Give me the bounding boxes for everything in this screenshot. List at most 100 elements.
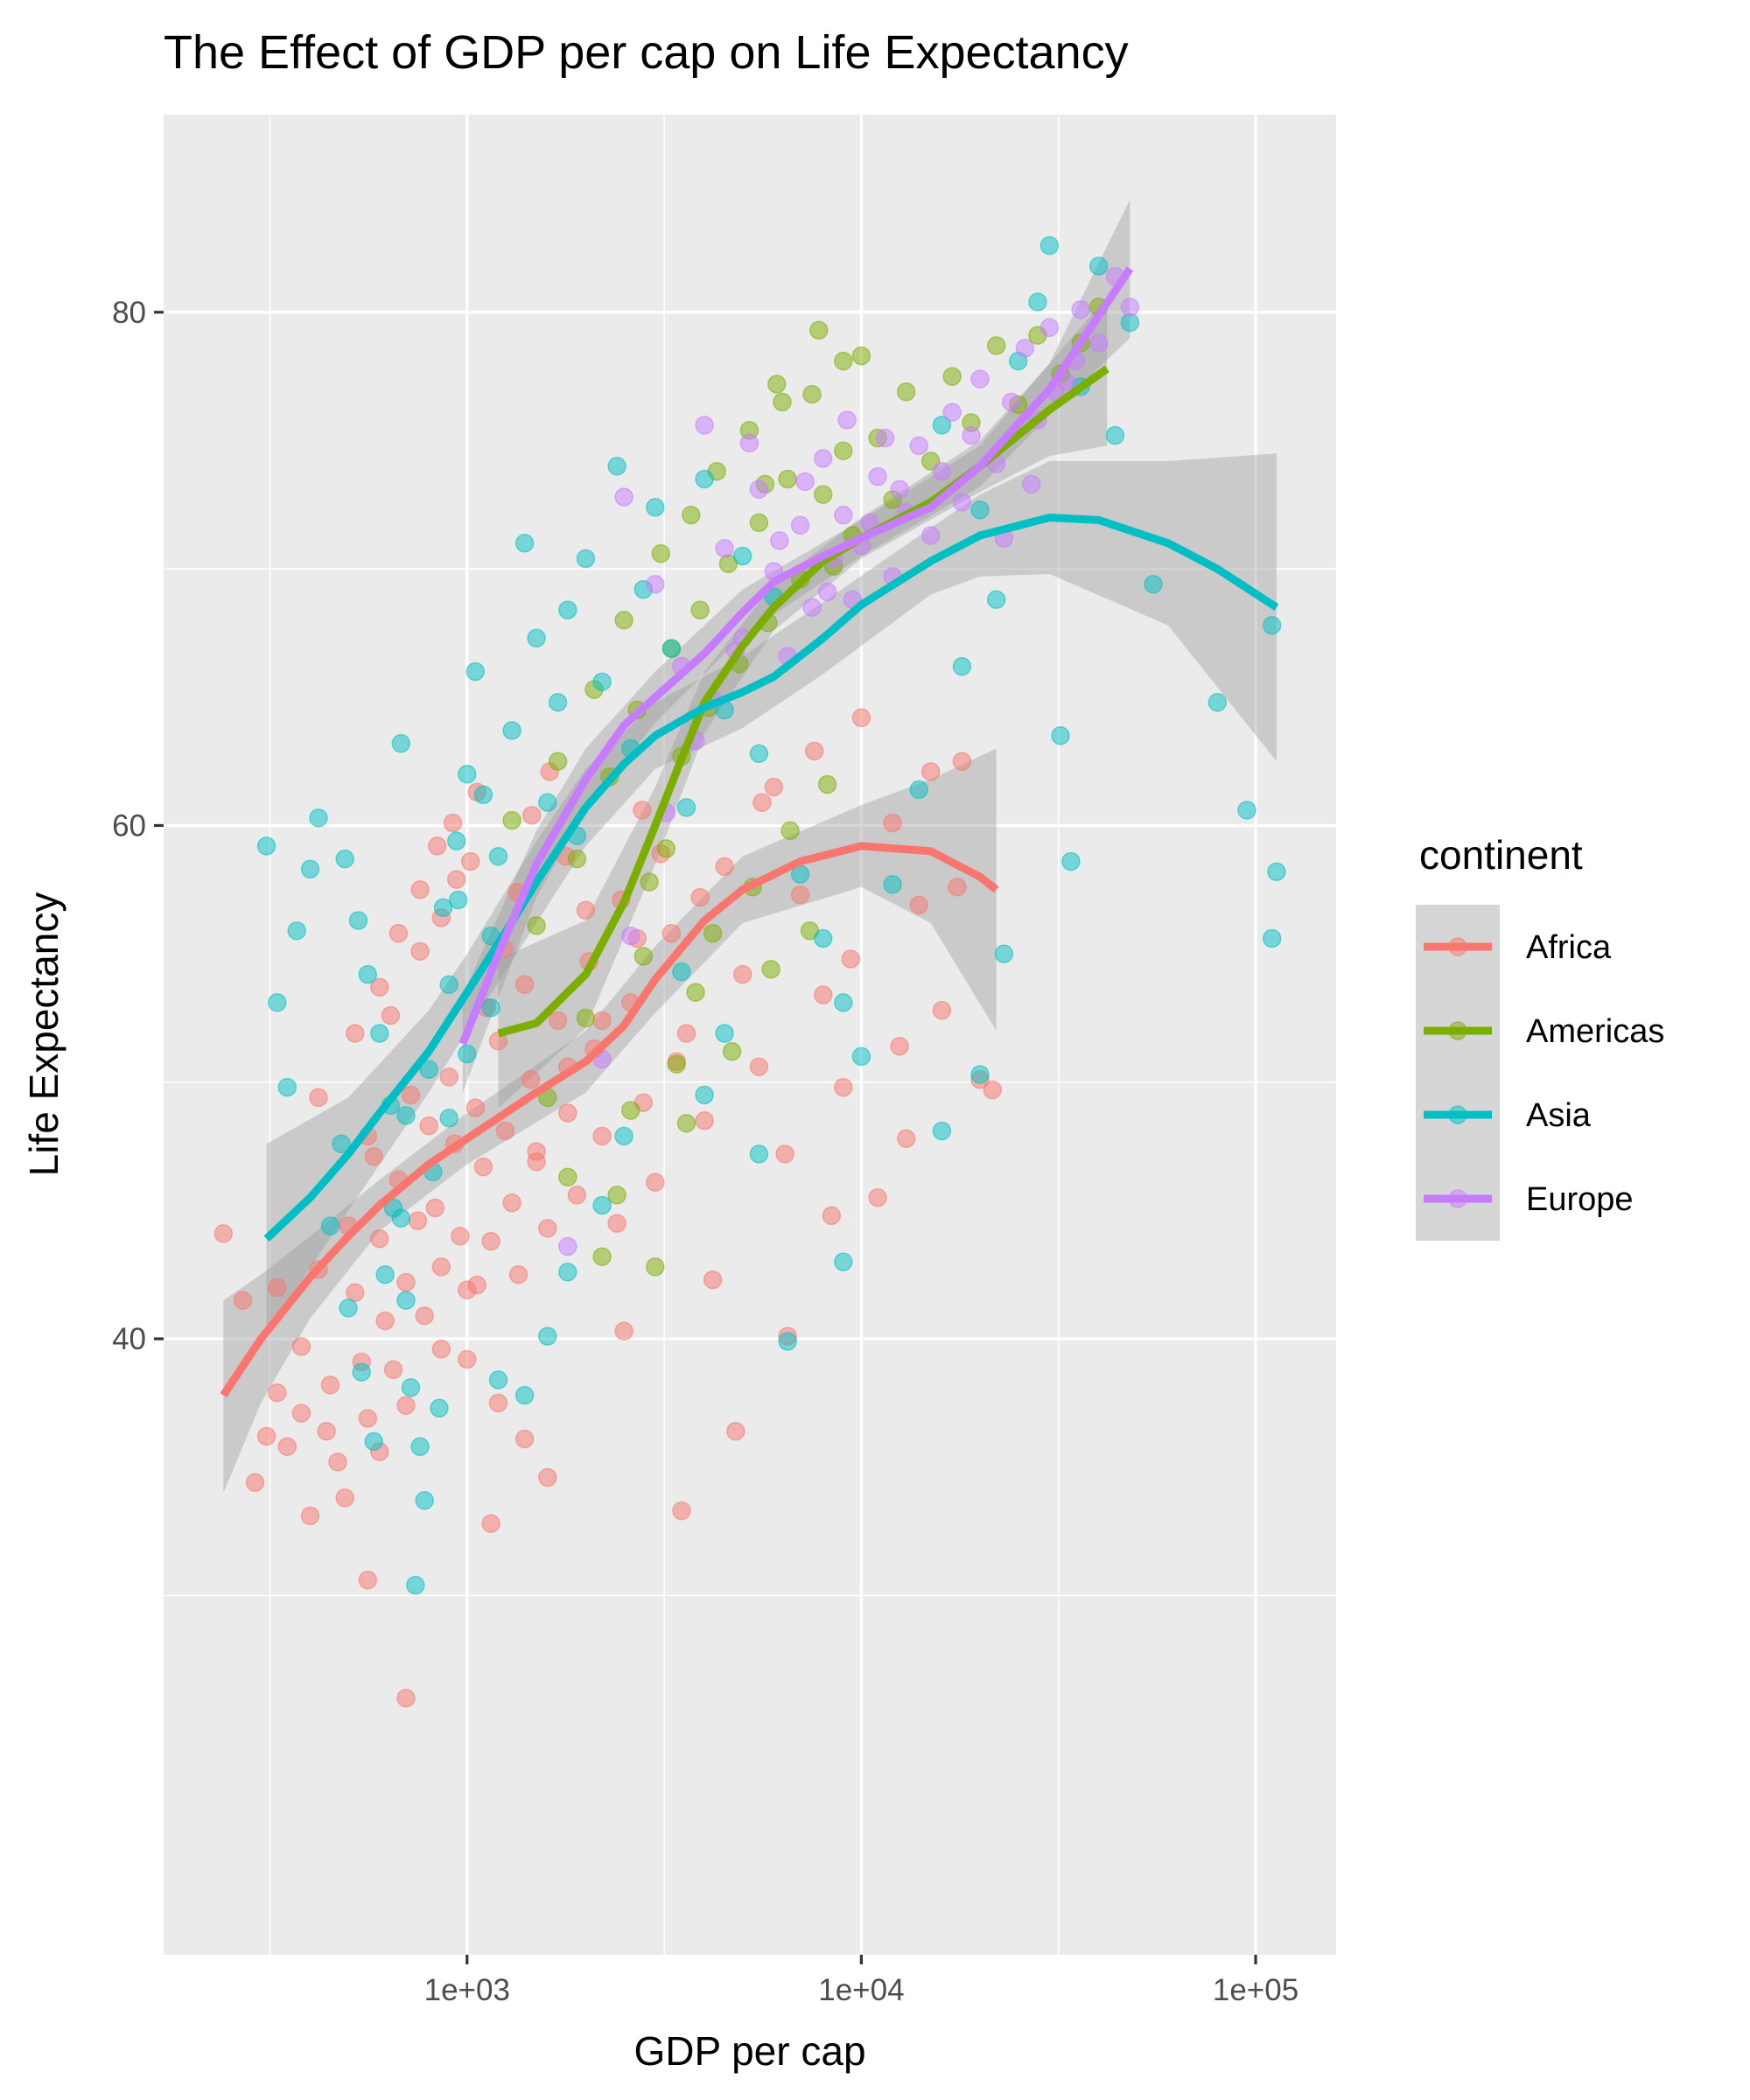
point-africa	[633, 801, 652, 820]
legend-key-point-europe	[1448, 1189, 1467, 1208]
point-africa	[256, 1426, 276, 1446]
point-africa	[408, 1211, 428, 1230]
point-asia	[715, 1024, 734, 1043]
point-africa	[752, 793, 772, 812]
point-africa	[451, 1226, 470, 1246]
point-europe	[795, 472, 815, 492]
point-asia	[396, 1106, 416, 1125]
point-africa	[381, 1005, 401, 1026]
y-axis-title: Life Expectancy	[21, 892, 66, 1177]
point-africa	[676, 1024, 696, 1043]
point-asia	[614, 1126, 634, 1146]
point-africa	[948, 878, 967, 897]
point-americas	[607, 1186, 626, 1205]
point-africa	[502, 1193, 522, 1213]
point-americas	[778, 469, 797, 489]
minor-gridlines	[164, 115, 1336, 1955]
point-africa	[364, 1147, 383, 1166]
point-europe	[790, 515, 810, 536]
point-americas	[527, 916, 546, 935]
point-americas	[640, 872, 659, 892]
point-africa	[396, 1688, 416, 1708]
point-europe	[1071, 300, 1090, 319]
point-asia	[607, 457, 626, 476]
point-africa	[401, 1085, 421, 1105]
legend-keys: Africa Americas Asia Europe	[1416, 905, 1664, 1241]
point-asia	[970, 1065, 990, 1084]
point-africa	[614, 1321, 634, 1341]
point-asia	[1267, 862, 1286, 882]
point-asia	[488, 846, 508, 866]
point-africa	[822, 1206, 842, 1226]
point-asia	[778, 1332, 797, 1351]
point-asia	[952, 656, 972, 676]
point-africa	[909, 895, 928, 915]
point-africa	[567, 1186, 587, 1205]
point-africa	[576, 900, 596, 920]
point-africa	[508, 1264, 528, 1284]
point-africa	[346, 1283, 365, 1303]
point-africa	[375, 1311, 395, 1331]
point-asia	[488, 1370, 508, 1390]
point-africa	[268, 1382, 287, 1403]
point-americas	[558, 1167, 578, 1187]
point-europe	[695, 416, 714, 435]
point-asia	[287, 920, 306, 941]
point-europe	[834, 505, 853, 525]
point-europe	[942, 402, 962, 422]
point-asia	[1040, 235, 1060, 256]
point-europe	[962, 425, 981, 445]
point-asia	[430, 1398, 449, 1418]
point-africa	[592, 1126, 612, 1146]
point-europe	[621, 926, 640, 946]
confidence-band-asia	[266, 453, 1277, 1334]
point-asia	[514, 1385, 535, 1405]
point-asia	[268, 993, 287, 1012]
point-americas	[703, 923, 723, 943]
point-africa	[328, 1452, 347, 1472]
point-africa	[419, 1116, 438, 1136]
point-asia	[410, 1437, 430, 1457]
point-americas	[592, 1247, 612, 1266]
point-asia	[1208, 692, 1228, 712]
legend-label-americas: Americas	[1526, 1013, 1664, 1050]
point-asia	[695, 469, 714, 489]
point-africa	[458, 1349, 477, 1369]
point-americas	[749, 513, 769, 533]
point-asia	[419, 1060, 438, 1079]
point-europe	[952, 493, 972, 512]
smooth-lines	[220, 266, 1279, 1398]
x-tick-label: 1e+05	[1213, 1973, 1298, 2007]
x-tick-label: 1e+03	[424, 1973, 510, 2007]
point-asia	[548, 692, 568, 712]
point-europe	[970, 369, 990, 388]
legend-label-africa: Africa	[1526, 929, 1612, 966]
point-europe	[920, 526, 941, 545]
point-africa	[388, 923, 409, 943]
point-americas	[766, 374, 787, 394]
point-americas	[576, 1008, 596, 1028]
point-asia	[514, 534, 535, 553]
point-asia	[358, 964, 378, 984]
point-asia	[970, 500, 990, 520]
point-asia	[473, 785, 494, 805]
point-africa	[431, 1340, 452, 1359]
smooth-line-europe	[458, 266, 1134, 1046]
point-europe	[558, 1236, 578, 1256]
point-asia	[676, 798, 696, 817]
smooth-line-africa	[220, 842, 999, 1398]
point-africa	[932, 1000, 952, 1020]
point-asia	[932, 1121, 952, 1141]
point-africa	[646, 1172, 665, 1192]
scatter-points	[214, 235, 1286, 1708]
point-asia	[672, 962, 691, 982]
point-africa	[804, 741, 824, 761]
point-africa	[695, 1111, 714, 1130]
point-africa	[521, 1070, 541, 1089]
point-asia	[439, 1109, 458, 1128]
point-europe	[875, 428, 895, 448]
point-asia	[458, 1044, 477, 1064]
point-africa	[431, 1257, 452, 1277]
point-americas	[780, 821, 800, 841]
point-europe	[749, 480, 769, 499]
